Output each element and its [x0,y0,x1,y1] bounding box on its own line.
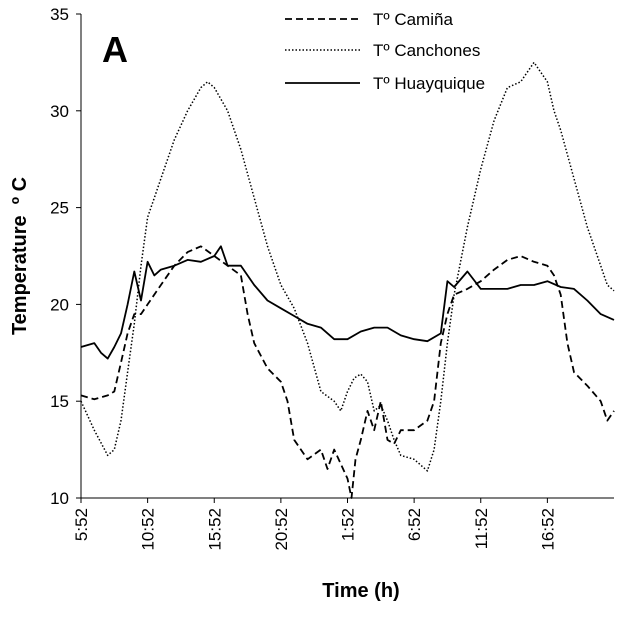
x-tick-label: 10:52 [139,508,158,551]
legend-label-huayquique: Tº Huayquique [373,74,485,93]
y-tick-label: 20 [50,295,69,314]
x-tick-label: 6:52 [405,508,424,541]
series-line-1 [80,245,615,499]
y-tick-label: 25 [50,199,69,218]
series-layer [80,61,615,499]
legend-label-camina: Tº Camiña [373,10,453,29]
y-tick-label: 10 [50,489,69,508]
y-tick-label: 30 [50,102,69,121]
x-tick-label: 16:52 [538,508,557,551]
x-tick-label: 15:52 [205,508,224,551]
legend: Tº Camiña Tº Canchones Tº Huayquique [285,10,485,93]
panel-label: A [102,29,128,70]
x-tick-label: 11:52 [472,508,491,549]
x-axis-title: Time (h) [322,580,399,602]
legend-label-canchones: Tº Canchones [373,41,480,60]
axes-layer: 10 15 20 25 30 35 5:52 10:52 15:52 20:52 1:52 6:52 1… [50,5,614,551]
x-tick-label: 20:52 [272,508,291,551]
x-tick-label: 5:52 [72,508,91,541]
y-axis-title: Temperature º C [9,177,31,335]
y-tick-label: 15 [50,392,69,411]
series-line-2 [80,61,615,472]
y-tick-label: 35 [50,5,69,24]
x-tick-label: 1:52 [339,508,358,541]
series-line-3 [80,245,615,360]
